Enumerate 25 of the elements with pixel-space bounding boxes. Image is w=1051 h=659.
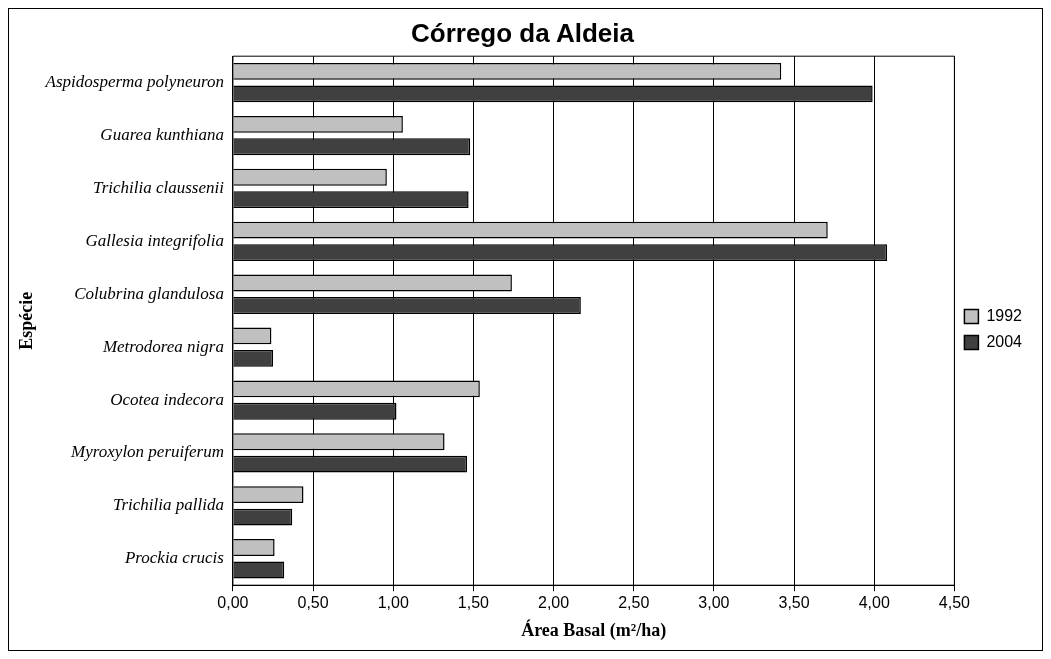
y-axis-title: Espécie [16,291,37,350]
x-tick-label: 1,00 [377,594,409,612]
x-tick-label: 0,50 [297,594,329,612]
y-tick-label: Myroxylon peruiferum [70,442,224,462]
x-tick-label: 3,00 [698,594,730,612]
y-tick-label: Aspidosperma polyneuron [44,72,224,92]
x-tick-label: 2,00 [538,594,570,612]
x-tick-label: 4,50 [938,594,971,612]
x-tick-label: 0,00 [217,594,249,612]
y-tick-label: Ocotea indecora [110,389,224,409]
y-tick-label: Prockia crucis [123,548,225,568]
y-tick-label: Metrodorea nigra [101,336,224,356]
legend-label: 1992 [986,306,1023,324]
chart-title: Córrego da Aldeia [411,17,635,48]
y-tick-label: Gallesia integrifolia [85,230,224,250]
y-tick-label: Guarea kunthiana [100,125,224,145]
x-tick-label: 4,00 [858,594,890,612]
y-tick-label: Trichilia pallida [112,495,224,515]
x-tick-label: 2,50 [618,594,650,612]
x-tick-label: 3,50 [778,594,810,612]
y-tick-label: Trichilia claussenii [93,177,225,197]
y-tick-label: Colubrina glandulosa [74,283,224,303]
x-axis-title: Área Basal (m²/ha) [521,618,667,641]
x-tick-label: 1,50 [457,594,490,612]
legend-label: 2004 [986,332,1023,350]
